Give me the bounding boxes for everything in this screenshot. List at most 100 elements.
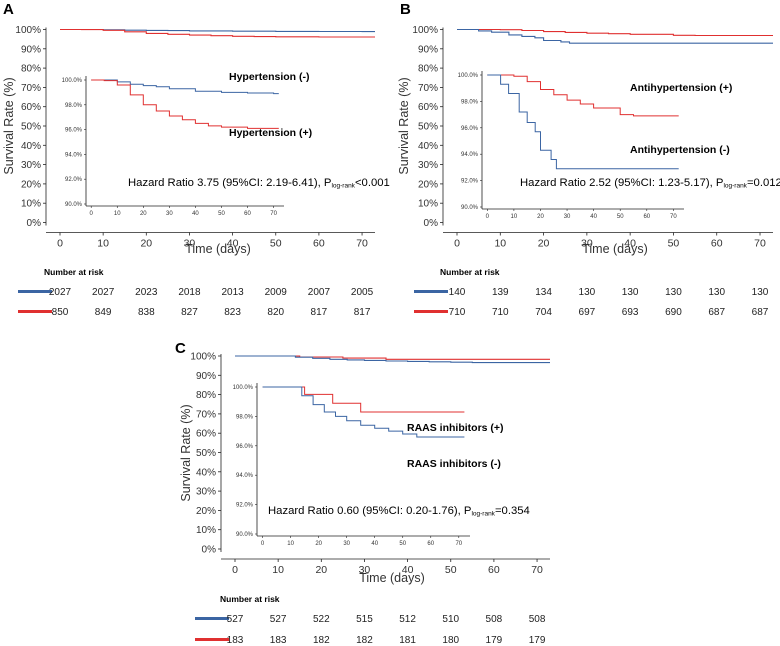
inset-y-tick-label: 100.0% xyxy=(62,78,83,84)
y-tick-label: 0% xyxy=(202,545,217,556)
risk-count-red: 823 xyxy=(224,307,241,318)
risk-count-red: 687 xyxy=(752,307,769,318)
risk-count-blue: 2027 xyxy=(92,287,115,298)
x-tick-label: 30 xyxy=(581,238,593,250)
hazard-ratio-text: Hazard Ratio 2.52 (95%CI: 1.23-5.17), Pl… xyxy=(520,177,780,190)
risk-count-red: 697 xyxy=(579,307,596,318)
x-tick-label: 0 xyxy=(57,238,63,250)
y-tick-label: 0% xyxy=(424,218,439,229)
hazard-ratio-pvalue: =0.012 xyxy=(747,177,780,189)
inset-x-tick-label: 50 xyxy=(617,214,624,220)
y-tick-label: 50% xyxy=(196,448,216,459)
y-tick-label: 40% xyxy=(418,141,438,152)
inset-legend-label-neg: Antihypertension (-) xyxy=(630,144,730,156)
inset-x-tick-label: 20 xyxy=(315,541,322,547)
risk-count-red: 182 xyxy=(313,635,330,646)
risk-count-blue: 527 xyxy=(270,614,287,625)
risk-count-blue: 527 xyxy=(227,614,244,625)
inset-y-tick-label: 98.0% xyxy=(65,103,83,109)
x-axis-title: Time (days) xyxy=(582,242,648,256)
risk-count-blue: 139 xyxy=(492,287,509,298)
y-tick-label: 0% xyxy=(27,218,42,229)
risk-count-blue: 130 xyxy=(579,287,596,298)
survival-curve-blue xyxy=(235,355,550,364)
hazard-ratio-pvalue: <0.001 xyxy=(355,177,390,189)
risk-count-blue: 2013 xyxy=(221,287,244,298)
hazard-ratio-subscript: log-rank xyxy=(471,511,495,518)
risk-count-red: 687 xyxy=(708,307,725,318)
inset-x-tick-label: 40 xyxy=(590,214,597,220)
x-tick-label: 0 xyxy=(454,238,460,250)
y-tick-label: 80% xyxy=(418,64,438,75)
risk-count-red: 710 xyxy=(449,307,466,318)
risk-count-red: 690 xyxy=(665,307,682,318)
hazard-ratio-main: Hazard Ratio 2.52 (95%CI: 1.23-5.17), P xyxy=(520,177,723,189)
x-tick-label: 70 xyxy=(356,238,368,250)
risk-count-blue: 134 xyxy=(535,287,552,298)
risk-count-blue: 508 xyxy=(486,614,503,625)
y-tick-label: 20% xyxy=(196,506,216,517)
x-tick-label: 10 xyxy=(97,238,109,250)
risk-count-red: 850 xyxy=(52,307,69,318)
y-tick-label: 60% xyxy=(196,429,216,440)
x-tick-label: 10 xyxy=(272,564,284,576)
x-tick-label: 70 xyxy=(754,238,766,250)
panel-c: C 0% 10% 20% 30% 40% 50% 60% 70% 80% 90% 100% 0 10 20 3… xyxy=(175,340,550,646)
inset-curve-blue xyxy=(262,386,465,438)
risk-count-red: 179 xyxy=(529,635,546,646)
x-tick-label: 10 xyxy=(494,238,506,250)
risk-count-blue: 508 xyxy=(529,614,546,625)
risk-count-red: 181 xyxy=(399,635,416,646)
inset-y-tick-label: 98.0% xyxy=(461,99,479,105)
inset-x-tick-label: 30 xyxy=(343,541,350,547)
panel-a: A 0% 10% 20% 30% 40% 50% 60% 70% 80% 90% 100% 0 10 20 3… xyxy=(2,1,390,318)
y-tick-label: 10% xyxy=(196,525,216,536)
risk-count-blue: 2018 xyxy=(178,287,201,298)
inset-x-tick-label: 40 xyxy=(192,211,199,217)
x-tick-label: 60 xyxy=(711,238,723,250)
risk-count-blue: 130 xyxy=(622,287,639,298)
inset-x-tick-label: 60 xyxy=(643,214,650,220)
y-tick-label: 100% xyxy=(190,352,216,363)
risk-count-blue: 2027 xyxy=(49,287,72,298)
y-tick-label: 70% xyxy=(196,409,216,420)
y-tick-label: 90% xyxy=(196,371,216,382)
x-tick-label: 50 xyxy=(270,238,282,250)
inset-x-tick-label: 10 xyxy=(114,211,121,217)
risk-count-red: 693 xyxy=(622,307,639,318)
x-tick-label: 30 xyxy=(184,238,196,250)
x-tick-label: 30 xyxy=(359,564,371,576)
x-tick-label: 0 xyxy=(232,564,238,576)
y-tick-label: 30% xyxy=(21,160,41,171)
risk-count-blue: 512 xyxy=(399,614,416,625)
inset-y-tick-label: 96.0% xyxy=(65,128,83,134)
inset-y-tick-label: 92.0% xyxy=(65,177,83,183)
y-tick-label: 70% xyxy=(418,83,438,94)
panel-label: B xyxy=(400,1,411,18)
risk-count-red: 817 xyxy=(354,307,371,318)
inset-y-tick-label: 98.0% xyxy=(236,414,254,420)
inset-x-tick-label: 20 xyxy=(140,211,147,217)
inset-x-tick-label: 0 xyxy=(90,211,94,217)
y-tick-label: 60% xyxy=(418,102,438,113)
inset-legend-label-pos: RAAS inhibitors (+) xyxy=(407,422,504,434)
y-tick-label: 30% xyxy=(196,487,216,498)
risk-count-red: 849 xyxy=(95,307,112,318)
inset-curve-blue xyxy=(91,79,279,95)
risk-count-blue: 140 xyxy=(449,287,466,298)
risk-count-red: 183 xyxy=(227,635,244,646)
inset-x-tick-label: 10 xyxy=(511,214,518,220)
inset-x-tick-label: 60 xyxy=(427,541,434,547)
x-tick-label: 50 xyxy=(668,238,680,250)
inset-y-tick-label: 92.0% xyxy=(461,179,479,185)
y-axis-title: Survival Rate (%) xyxy=(179,404,193,501)
inset-x-tick-label: 0 xyxy=(486,214,490,220)
y-tick-label: 90% xyxy=(418,44,438,55)
inset-y-tick-label: 90.0% xyxy=(65,202,83,208)
x-tick-label: 70 xyxy=(531,564,543,576)
risk-count-red: 838 xyxy=(138,307,155,318)
inset-x-tick-label: 40 xyxy=(371,541,378,547)
risk-count-blue: 130 xyxy=(708,287,725,298)
risk-count-blue: 2023 xyxy=(135,287,158,298)
